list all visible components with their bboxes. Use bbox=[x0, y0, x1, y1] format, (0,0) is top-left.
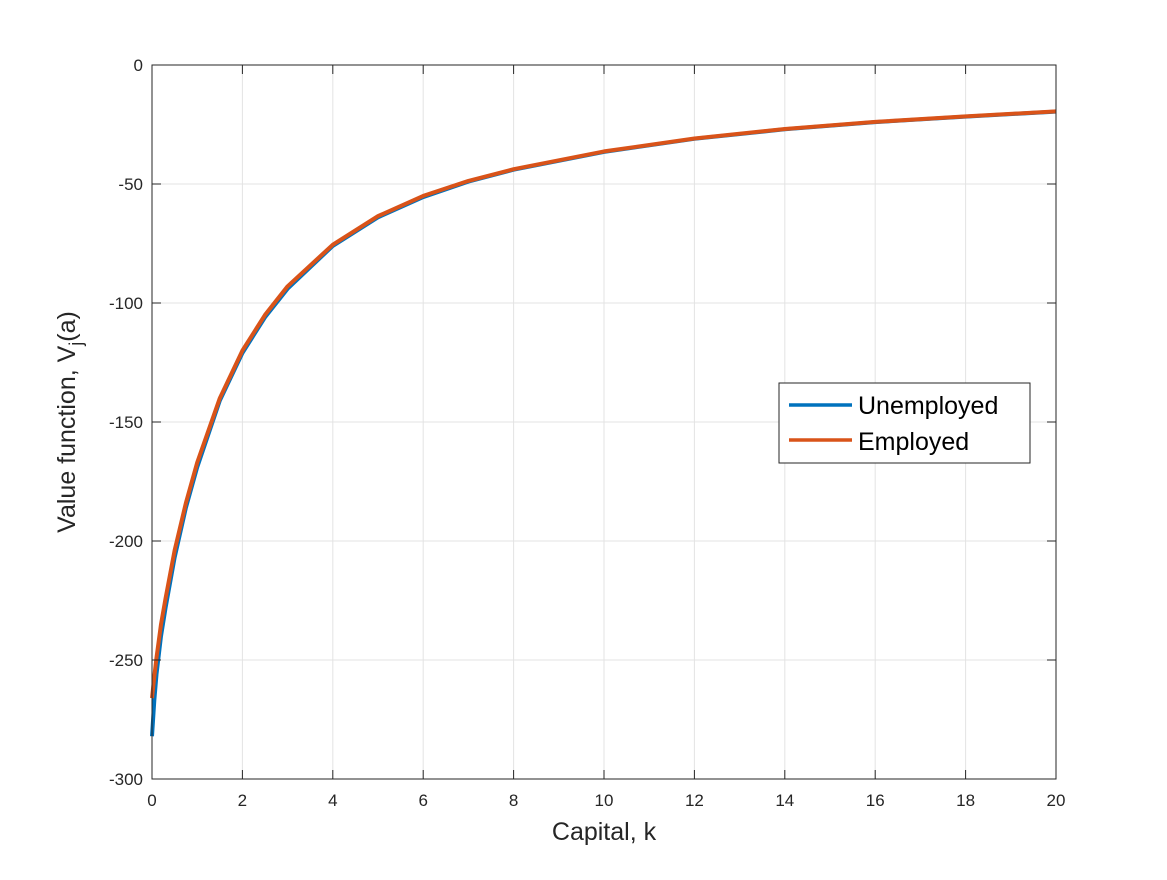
series-line-employed bbox=[150, 109, 1057, 699]
x-axis-label: Capital, k bbox=[552, 818, 657, 846]
y-tick-labels: 0 -50 -100 -150 -200 -250 -300 bbox=[109, 56, 143, 789]
y-axis-label: Value function, Vj(a) bbox=[53, 311, 86, 533]
x-tick-label: 4 bbox=[328, 791, 337, 810]
y-tick-label: -300 bbox=[109, 770, 143, 789]
y-tick-label: -200 bbox=[109, 532, 143, 551]
legend: Unemployed Employed bbox=[778, 382, 1031, 464]
x-tick-label: 20 bbox=[1047, 791, 1066, 810]
y-tick-label: -100 bbox=[109, 294, 143, 313]
x-tick-labels: 0 2 4 6 8 10 12 14 16 18 20 bbox=[147, 791, 1065, 810]
x-tick-label: 16 bbox=[866, 791, 885, 810]
tick-marks bbox=[151, 64, 1057, 780]
y-tick-label: 0 bbox=[134, 56, 143, 75]
legend-label-employed: Employed bbox=[858, 428, 969, 456]
y-tick-label: -50 bbox=[118, 175, 143, 194]
y-axis-label-suffix: (a) bbox=[53, 311, 81, 342]
series-layer bbox=[150, 109, 1057, 737]
x-tick-label: 8 bbox=[509, 791, 518, 810]
y-axis-label-subscript: j bbox=[66, 342, 86, 347]
x-tick-label: 18 bbox=[956, 791, 975, 810]
x-tick-label: 2 bbox=[238, 791, 247, 810]
x-tick-label: 12 bbox=[685, 791, 704, 810]
legend-box bbox=[778, 382, 1031, 464]
legend-label-unemployed: Unemployed bbox=[858, 392, 998, 420]
x-tick-label: 0 bbox=[147, 791, 156, 810]
x-tick-label: 10 bbox=[595, 791, 614, 810]
y-axis-label-main: Value function, V bbox=[53, 345, 81, 532]
y-tick-label: -250 bbox=[109, 651, 143, 670]
y-tick-label: -150 bbox=[109, 413, 143, 432]
x-tick-label: 14 bbox=[775, 791, 794, 810]
grid-lines bbox=[152, 65, 1056, 779]
x-tick-label: 6 bbox=[418, 791, 427, 810]
